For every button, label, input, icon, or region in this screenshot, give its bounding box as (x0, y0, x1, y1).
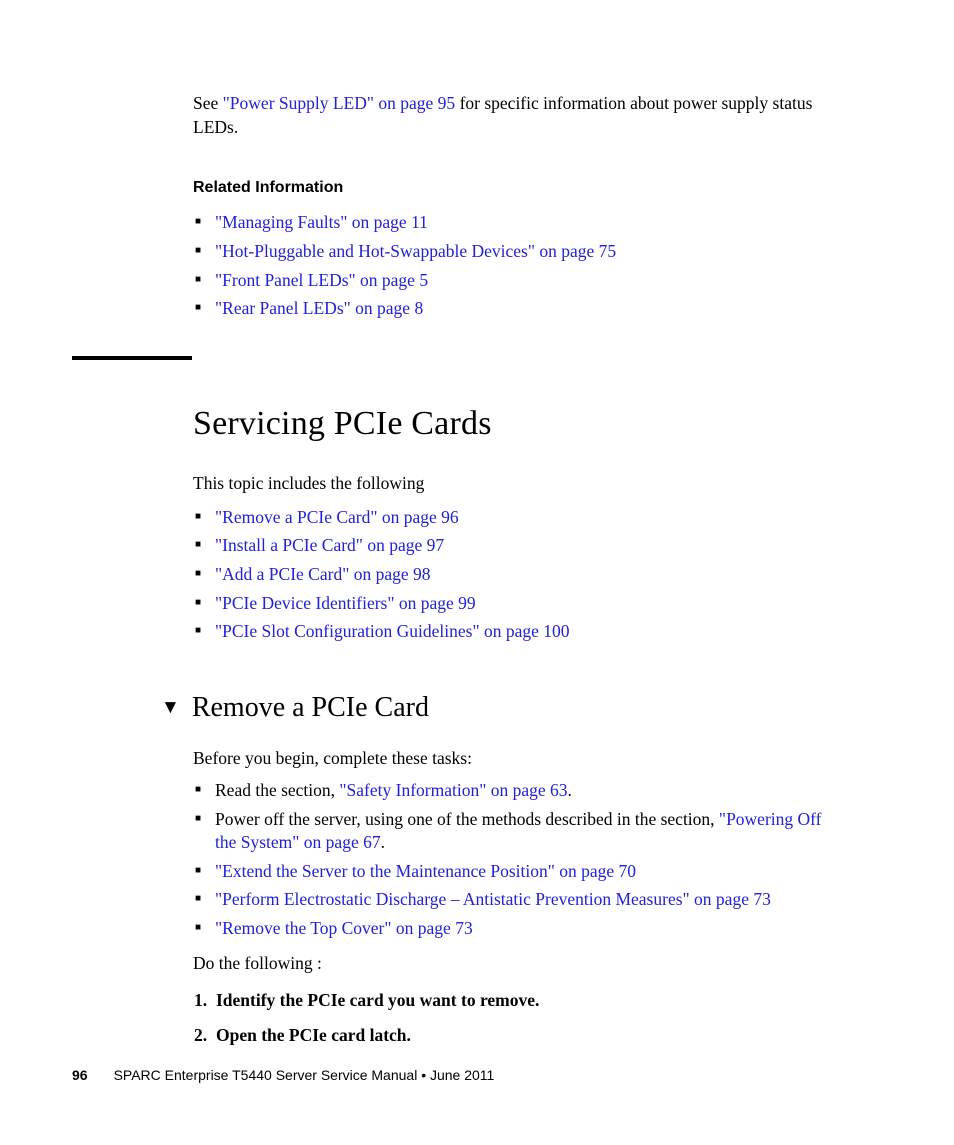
triangle-icon: ▼ (161, 697, 180, 719)
list-item: "PCIe Slot Configuration Guidelines" on … (195, 620, 846, 644)
step-list: 1. Identify the PCIe card you want to rem… (193, 990, 846, 1046)
extend-server-link[interactable]: "Extend the Server to the Maintenance Po… (215, 861, 636, 881)
footer-title: SPARC Enterprise T5440 Server Service Ma… (114, 1067, 495, 1083)
list-item: "Remove a PCIe Card" on page 96 (195, 506, 846, 530)
task-prefix: Power off the server, using one of the m… (215, 809, 719, 829)
tasks-list: Read the section, "Safety Information" o… (195, 779, 846, 941)
section-intro: This topic includes the following (193, 473, 846, 494)
subsection-heading-wrap: ▼ Remove a PCIe Card (161, 692, 846, 724)
do-following-text: Do the following : (193, 953, 846, 974)
list-item: "Extend the Server to the Maintenance Po… (195, 860, 846, 884)
task-suffix: . (568, 780, 572, 800)
section-rule (72, 356, 192, 360)
list-item: "Hot-Pluggable and Hot-Swappable Devices… (195, 240, 846, 264)
list-item: "Front Panel LEDs" on page 5 (195, 269, 846, 293)
rear-panel-leds-link[interactable]: "Rear Panel LEDs" on page 8 (215, 298, 423, 318)
remove-top-cover-link[interactable]: "Remove the Top Cover" on page 73 (215, 918, 473, 938)
related-info-list: "Managing Faults" on page 11 "Hot-Plugga… (195, 211, 846, 321)
list-item: "Managing Faults" on page 11 (195, 211, 846, 235)
front-panel-leds-link[interactable]: "Front Panel LEDs" on page 5 (215, 270, 428, 290)
list-item: "Add a PCIe Card" on page 98 (195, 563, 846, 587)
subsection-title: Remove a PCIe Card (192, 692, 429, 724)
step-item: 1. Identify the PCIe card you want to rem… (194, 990, 846, 1011)
list-item: "Rear Panel LEDs" on page 8 (195, 297, 846, 321)
remove-pcie-link[interactable]: "Remove a PCIe Card" on page 96 (215, 507, 459, 527)
esd-measures-link[interactable]: "Perform Electrostatic Discharge – Antis… (215, 889, 771, 909)
task-prefix: Read the section, (215, 780, 339, 800)
step-num: 1. (194, 990, 207, 1011)
managing-faults-link[interactable]: "Managing Faults" on page 11 (215, 212, 428, 232)
install-pcie-link[interactable]: "Install a PCIe Card" on page 97 (215, 535, 444, 555)
list-item: "Remove the Top Cover" on page 73 (195, 917, 846, 941)
pcie-slot-config-link[interactable]: "PCIe Slot Configuration Guidelines" on … (215, 621, 570, 641)
list-item: Power off the server, using one of the m… (195, 808, 846, 855)
list-item: "Install a PCIe Card" on page 97 (195, 534, 846, 558)
section-links-list: "Remove a PCIe Card" on page 96 "Install… (195, 506, 846, 644)
step-item: 2. Open the PCIe card latch. (194, 1025, 846, 1046)
hot-pluggable-link[interactable]: "Hot-Pluggable and Hot-Swappable Devices… (215, 241, 616, 261)
list-item: "PCIe Device Identifiers" on page 99 (195, 592, 846, 616)
task-suffix: . (381, 832, 385, 852)
page-number: 96 (72, 1067, 88, 1083)
page-footer: 96 SPARC Enterprise T5440 Server Service … (72, 1067, 494, 1083)
step-text: Identify the PCIe card you want to remov… (216, 990, 539, 1010)
pcie-identifiers-link[interactable]: "PCIe Device Identifiers" on page 99 (215, 593, 476, 613)
step-num: 2. (194, 1025, 207, 1046)
intro-prefix: See (193, 93, 223, 113)
before-begin-text: Before you begin, complete these tasks: (193, 748, 846, 769)
intro-paragraph: See "Power Supply LED" on page 95 for sp… (193, 92, 846, 139)
power-supply-led-link[interactable]: "Power Supply LED" on page 95 (223, 93, 456, 113)
step-text: Open the PCIe card latch. (216, 1025, 411, 1045)
list-item: Read the section, "Safety Information" o… (195, 779, 846, 803)
page-body: See "Power Supply LED" on page 95 for sp… (0, 0, 954, 1046)
related-info-heading: Related Information (193, 179, 846, 197)
add-pcie-link[interactable]: "Add a PCIe Card" on page 98 (215, 564, 431, 584)
list-item: "Perform Electrostatic Discharge – Antis… (195, 888, 846, 912)
section-title: Servicing PCIe Cards (193, 405, 846, 443)
safety-info-link[interactable]: "Safety Information" on page 63 (339, 780, 567, 800)
